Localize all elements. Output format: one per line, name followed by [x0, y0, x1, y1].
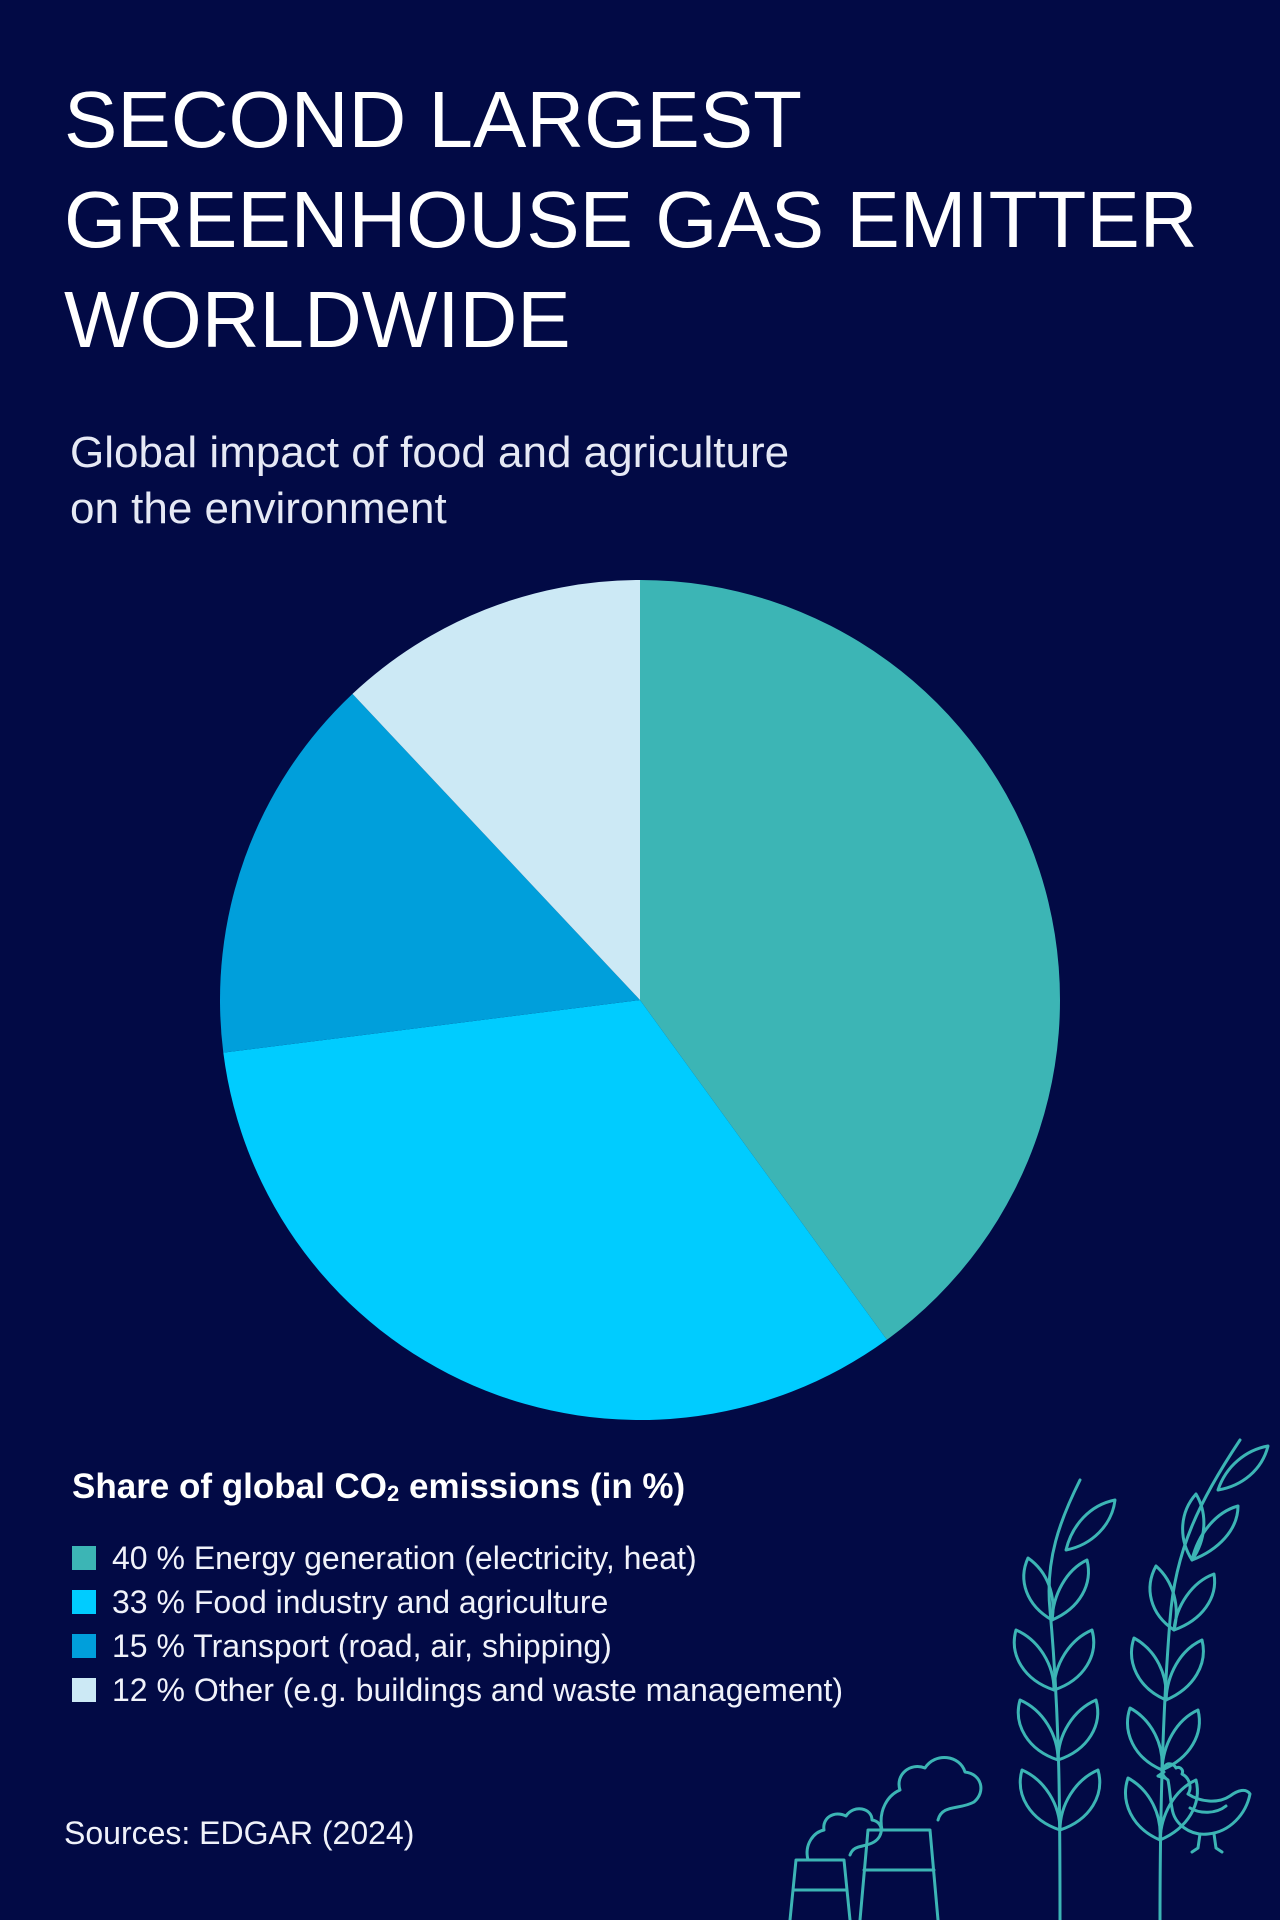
- legend-title-subscript: 2: [387, 1481, 400, 1506]
- pie-slice-3: [219, 693, 640, 1053]
- agriculture-decoration: [788, 1438, 1270, 1920]
- legend: Share of global CO2 emissions (in %) 40 …: [72, 1465, 972, 1712]
- pie-slice-4: [352, 580, 640, 1000]
- legend-swatch: [72, 1678, 96, 1702]
- legend-label: 33 % Food industry and agriculture: [112, 1583, 609, 1620]
- page-title: SECOND LARGEST GREENHOUSE GAS EMITTER WO…: [64, 70, 1224, 370]
- pie-chart: [219, 580, 1061, 1421]
- legend-swatch: [72, 1590, 96, 1614]
- legend-item: 33 % Food industry and agriculture: [72, 1580, 972, 1624]
- legend-label: 40 % Energy generation (electricity, hea…: [112, 1539, 697, 1576]
- legend-title-text: Share of global CO: [72, 1467, 388, 1506]
- wheat-icon: [1124, 1438, 1270, 1920]
- subtitle-line-2: on the environment: [70, 484, 447, 533]
- factory-chimney-icon: [788, 1756, 983, 1920]
- pie-slice-1: [640, 580, 1061, 1340]
- legend-label: 15 % Transport (road, air, shipping): [112, 1627, 612, 1664]
- legend-item: 15 % Transport (road, air, shipping): [72, 1624, 972, 1668]
- pie-slice-2: [223, 1000, 887, 1421]
- wheat-icon: [1012, 1478, 1117, 1920]
- chart-subtitle: Global impact of food and agriculture on…: [70, 425, 1170, 537]
- legend-items: 40 % Energy generation (electricity, hea…: [72, 1536, 972, 1712]
- legend-swatch: [72, 1546, 96, 1570]
- legend-swatch: [72, 1634, 96, 1658]
- legend-item: 12 % Other (e.g. buildings and waste man…: [72, 1668, 972, 1712]
- title-line-3: WORLDWIDE: [64, 275, 571, 364]
- chicken-icon: [1156, 1762, 1252, 1854]
- legend-item: 40 % Energy generation (electricity, hea…: [72, 1536, 972, 1580]
- legend-title: Share of global CO2 emissions (in %): [72, 1465, 972, 1516]
- source-note: Sources: EDGAR (2024): [64, 1815, 415, 1851]
- title-line-1: SECOND LARGEST: [64, 75, 802, 164]
- legend-label: 12 % Other (e.g. buildings and waste man…: [112, 1671, 844, 1708]
- legend-title-suffix: emissions (in %): [399, 1467, 686, 1506]
- subtitle-line-1: Global impact of food and agriculture: [70, 428, 790, 477]
- title-line-2: GREENHOUSE GAS EMITTER: [64, 175, 1198, 264]
